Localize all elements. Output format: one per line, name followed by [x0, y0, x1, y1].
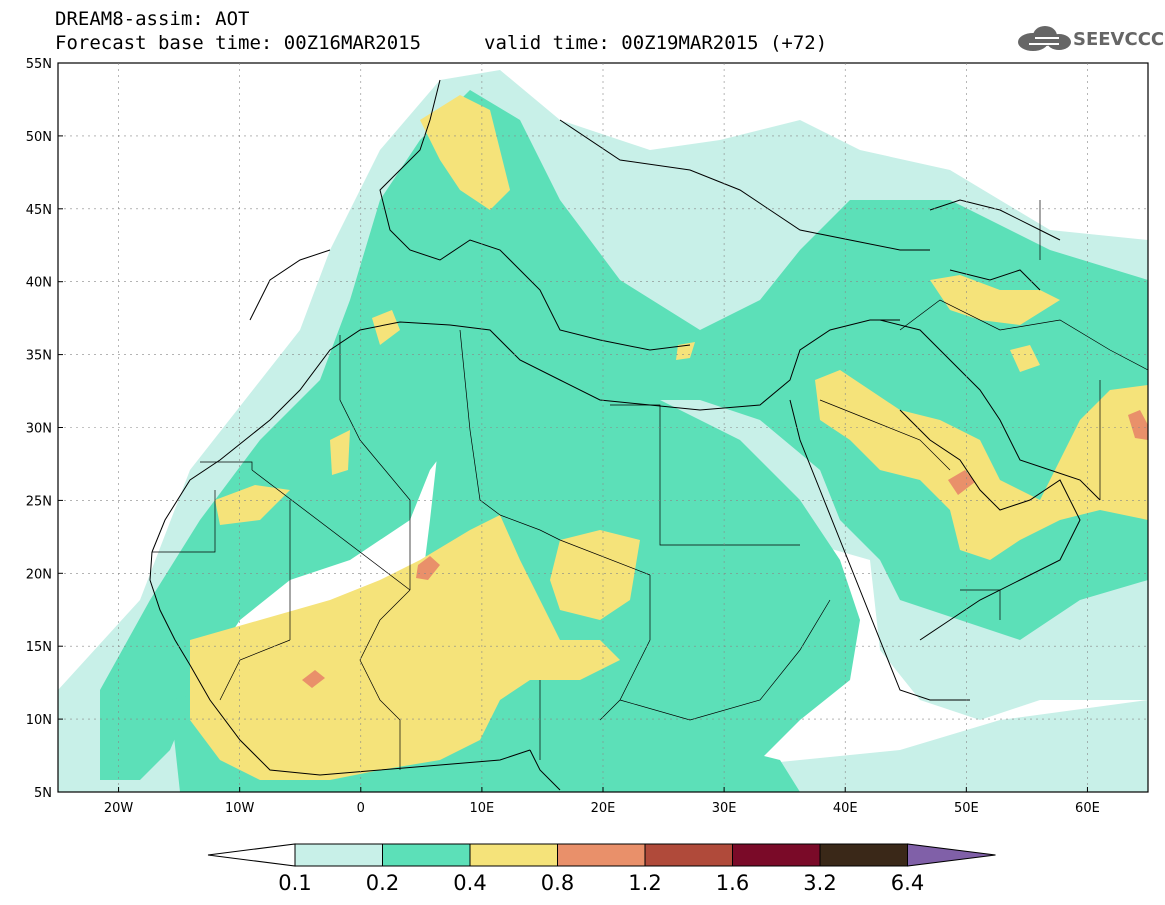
- aot-contour-0.4: [190, 515, 620, 780]
- lat-label-15N: 15N: [26, 640, 52, 655]
- aot-contour-0.2: [100, 90, 1148, 780]
- colorbar-label-0.4: 0.4: [453, 871, 486, 895]
- lon-label-10W: 10W: [225, 801, 255, 816]
- colorbar-label-0.2: 0.2: [366, 871, 399, 895]
- colorbar-arrow-high: [907, 843, 996, 867]
- lat-label-50N: 50N: [26, 130, 52, 145]
- lat-label-30N: 30N: [26, 422, 52, 437]
- colorbar-arrow-low: [207, 843, 296, 867]
- lon-label-10E: 10E: [470, 801, 495, 816]
- lat-label-55N: 55N: [26, 57, 52, 72]
- lat-label-40N: 40N: [26, 276, 52, 291]
- colorbar-label-0.1: 0.1: [278, 871, 311, 895]
- colorbar-segment-2: [382, 843, 471, 867]
- lat-label-20N: 20N: [26, 567, 52, 582]
- colorbar-segment-4: [557, 843, 646, 867]
- aot-field: [58, 70, 1148, 792]
- colorbar-segment-5: [644, 843, 733, 867]
- colorbar-label-0.8: 0.8: [541, 871, 574, 895]
- coastlines: [149, 79, 1101, 791]
- lat-label-35N: 35N: [26, 349, 52, 364]
- colorbar-label-1.6: 1.6: [716, 871, 749, 895]
- colorbar-segment-6: [732, 843, 821, 867]
- lon-label-50E: 50E: [954, 801, 979, 816]
- lon-label-30E: 30E: [712, 801, 737, 816]
- colorbar-segment-7: [819, 843, 908, 867]
- lon-label-40E: 40E: [833, 801, 858, 816]
- valid-time: valid time: 00Z19MAR2015 (+72): [484, 32, 828, 54]
- lon-label-60E: 60E: [1075, 801, 1100, 816]
- colorbar-label-1.2: 1.2: [628, 871, 661, 895]
- lon-label-0: 0: [357, 801, 365, 816]
- colorbar-label-3.2: 3.2: [803, 871, 836, 895]
- latitude-labels: 55N 50N 45N 40N 35N 30N 25N 20N 15N 10N 5N: [26, 57, 63, 801]
- colorbar-label-6.4: 6.4: [891, 871, 924, 895]
- lat-label-45N: 45N: [26, 203, 52, 218]
- graticule: [58, 63, 1148, 792]
- seevccc-logo: [1018, 26, 1071, 51]
- borders: [152, 200, 1148, 770]
- lon-label-20E: 20E: [591, 801, 616, 816]
- lat-label-25N: 25N: [26, 494, 52, 509]
- lat-label-5N: 5N: [34, 786, 52, 801]
- longitude-labels: 20W 10W 0 10E 20E 30E 40E 50E 60E: [104, 787, 1100, 816]
- colorbar-segment-3: [469, 843, 558, 867]
- lat-label-10N: 10N: [26, 713, 52, 728]
- colorbar-segment-1: [294, 843, 383, 867]
- aot-contour-0.8: [416, 556, 440, 580]
- map-title: DREAM8-assim: AOT: [55, 8, 250, 30]
- forecast-base-time: Forecast base time: 00Z16MAR2015: [55, 32, 422, 54]
- lon-label-20W: 20W: [104, 801, 134, 816]
- logo-text: SEEVCCC: [1073, 29, 1165, 50]
- colorbar: 0.1 0.2 0.4 0.8 1.2 1.6 3.2 6.4: [207, 843, 996, 895]
